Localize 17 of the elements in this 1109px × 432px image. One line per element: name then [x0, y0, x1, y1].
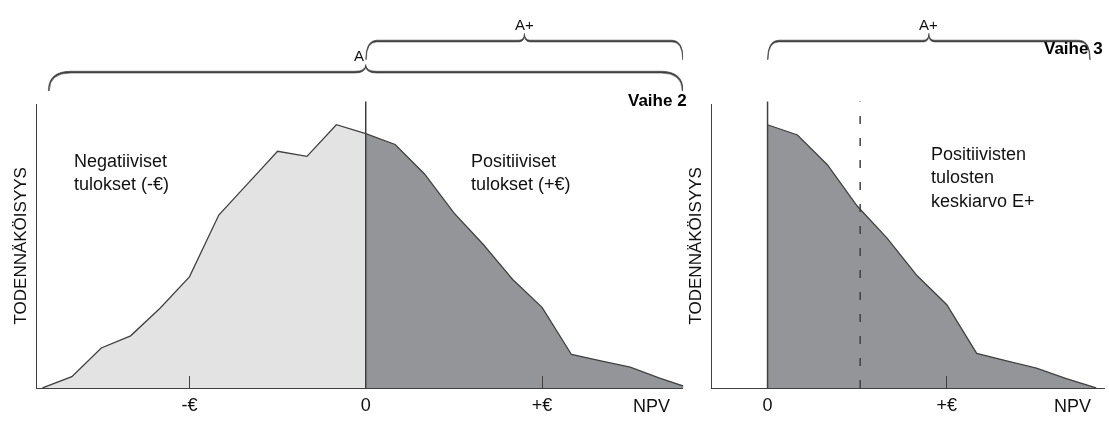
text: A+ [919, 16, 938, 33]
x-tick-label: 0 [762, 394, 773, 415]
chart-title: Vaihe 3 [1044, 39, 1103, 58]
x-tick-label: +€ [531, 394, 553, 415]
text: A [354, 47, 365, 64]
x-tick-label: -€ [181, 394, 198, 415]
x-axis-title: NPV [1054, 396, 1092, 416]
x-tick-label: +€ [936, 394, 958, 415]
chart-title: Vaihe 2 [628, 91, 687, 110]
text: A+ [515, 16, 534, 33]
x-tick-label: 0 [360, 394, 371, 415]
y-axis-title: TODENNÄKÖISYYS [686, 167, 706, 325]
text: Negatiiviset tulokset (-€) [74, 151, 170, 195]
x-axis-title: NPV [633, 396, 671, 416]
series-label: Positiiviset tulokset (+€) [471, 151, 571, 195]
y-axis-title: TODENNÄKÖISYYS [11, 167, 30, 325]
annotation: Positiivisten tulosten keskiarvo E+ [931, 144, 1035, 211]
